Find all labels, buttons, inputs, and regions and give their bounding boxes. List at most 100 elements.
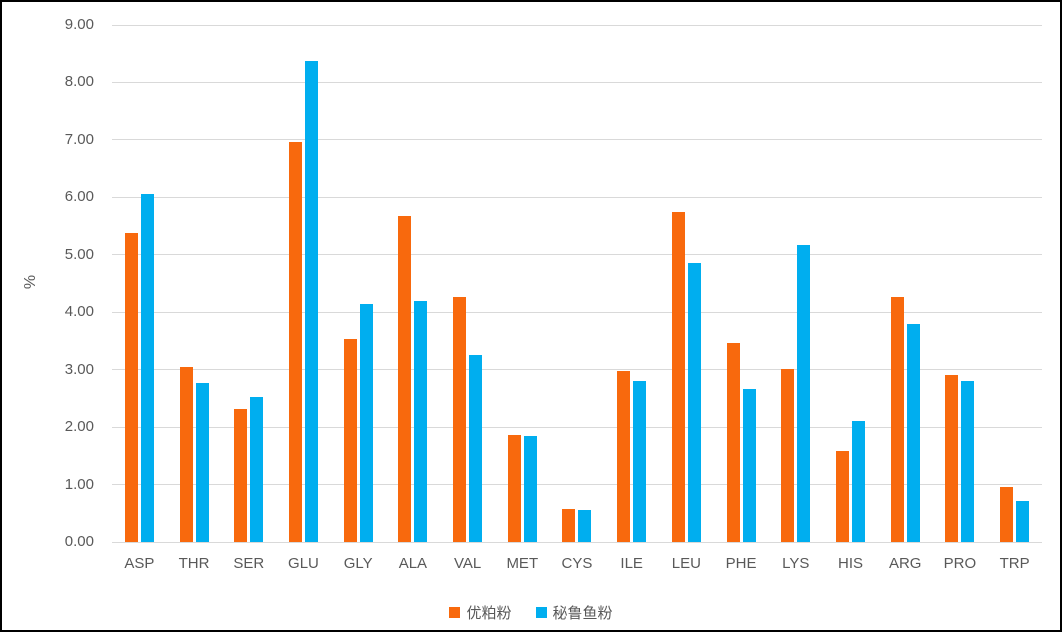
y-tick-label: 2.00 xyxy=(64,418,94,436)
bar-group-arg xyxy=(878,25,933,542)
gridline xyxy=(112,81,1042,83)
y-tick-label: 0.00 xyxy=(64,533,94,550)
bar-ile-秘鲁鱼粉 xyxy=(633,381,647,542)
bar-thr-秘鲁鱼粉 xyxy=(195,383,209,542)
bar-his-优粕粉 xyxy=(835,451,849,542)
y-tick-label: 3.00 xyxy=(64,360,94,378)
y-tick-label: 9.00 xyxy=(64,16,94,33)
bar-group-leu xyxy=(659,25,714,542)
bar-trp-优粕粉 xyxy=(1000,486,1014,542)
bar-lys-优粕粉 xyxy=(781,368,795,542)
gridline xyxy=(112,254,1042,256)
bar-lys-秘鲁鱼粉 xyxy=(797,245,811,542)
x-label-leu: LEU xyxy=(671,555,701,572)
bar-gly-秘鲁鱼粉 xyxy=(359,304,373,542)
bar-cys-优粕粉 xyxy=(562,509,576,542)
x-axis-labels: ASP THR SER GLU GLY ALA VAL MET CYS ILE LEU PHE LYS H… xyxy=(112,553,1042,575)
bar-group-ile xyxy=(604,25,659,542)
x-label-ile: ILE xyxy=(620,555,643,572)
plot-area xyxy=(112,24,1042,543)
bar-phe-优粕粉 xyxy=(726,342,740,542)
x-label-cys: CYS xyxy=(561,555,593,572)
gridline xyxy=(112,139,1042,141)
bar-his-秘鲁鱼粉 xyxy=(851,421,865,542)
gridline xyxy=(112,541,1042,543)
bar-val-秘鲁鱼粉 xyxy=(469,354,483,542)
y-tick-label: 8.00 xyxy=(64,73,94,91)
y-axis-title: % xyxy=(22,274,39,290)
bar-ser-优粕粉 xyxy=(234,409,248,542)
bar-ile-优粕粉 xyxy=(617,370,631,542)
gridline xyxy=(112,426,1042,428)
bar-trp-秘鲁鱼粉 xyxy=(1016,500,1030,542)
bar-ser-秘鲁鱼粉 xyxy=(250,397,264,542)
x-label-pro: PRO xyxy=(943,555,977,572)
bar-group-gly xyxy=(331,25,386,542)
x-label-glu: GLU xyxy=(288,555,319,572)
legend-swatch-icon xyxy=(535,606,547,618)
x-label-met: MET xyxy=(506,555,539,572)
bar-met-优粕粉 xyxy=(507,435,521,542)
bar-group-pro xyxy=(933,25,988,542)
x-label-val: VAL xyxy=(453,555,482,572)
legend-swatch-icon xyxy=(449,606,461,618)
gridline xyxy=(112,369,1042,371)
legend-item: 优粕粉 xyxy=(449,602,512,623)
bar-leu-秘鲁鱼粉 xyxy=(687,262,701,542)
bars-row xyxy=(112,25,1042,542)
x-label-asp: ASP xyxy=(124,555,155,572)
bar-group-lys xyxy=(768,25,823,542)
bar-met-秘鲁鱼粉 xyxy=(523,436,537,542)
bar-group-met xyxy=(495,25,550,542)
bar-group-asp xyxy=(112,25,167,542)
y-tick-label: 4.00 xyxy=(64,303,94,321)
bar-leu-优粕粉 xyxy=(671,211,685,542)
bar-pro-优粕粉 xyxy=(945,374,959,542)
bar-arg-秘鲁鱼粉 xyxy=(906,324,920,542)
bar-group-phe xyxy=(714,25,769,542)
bar-group-val xyxy=(440,25,495,542)
x-label-arg: ARG xyxy=(888,555,922,572)
x-label-gly: GLY xyxy=(343,555,373,572)
gridline xyxy=(112,484,1042,486)
gridline xyxy=(112,311,1042,313)
bar-val-优粕粉 xyxy=(453,297,467,542)
bar-asp-优粕粉 xyxy=(124,232,138,542)
bar-gly-优粕粉 xyxy=(343,338,357,542)
legend-item: 秘鲁鱼粉 xyxy=(535,602,613,623)
x-label-trp: TRP xyxy=(999,555,1030,572)
y-tick-label: 5.00 xyxy=(64,245,94,263)
y-tick-label: 6.00 xyxy=(64,188,94,206)
bar-arg-优粕粉 xyxy=(890,297,904,542)
y-tick-label: 1.00 xyxy=(64,475,94,493)
legend: 优粕粉 秘鲁鱼粉 xyxy=(2,599,1060,625)
gridline xyxy=(112,24,1042,26)
x-label-phe: PHE xyxy=(725,555,757,572)
bar-cys-秘鲁鱼粉 xyxy=(578,509,592,542)
bar-glu-优粕粉 xyxy=(288,141,302,542)
bar-group-trp xyxy=(987,25,1042,542)
bar-group-cys xyxy=(550,25,605,542)
bar-phe-秘鲁鱼粉 xyxy=(742,389,756,542)
legend-label: 优粕粉 xyxy=(466,604,512,622)
x-label-thr: THR xyxy=(178,555,210,572)
bar-ala-秘鲁鱼粉 xyxy=(414,301,428,542)
bar-group-glu xyxy=(276,25,331,542)
bar-group-ser xyxy=(221,25,276,542)
bar-ala-优粕粉 xyxy=(398,215,412,542)
x-label-lys: LYS xyxy=(782,555,810,572)
gridline xyxy=(112,196,1042,198)
bar-thr-优粕粉 xyxy=(179,366,193,542)
x-label-ser: SER xyxy=(233,555,265,572)
bar-group-thr xyxy=(167,25,222,542)
bar-group-ala xyxy=(386,25,441,542)
bar-pro-秘鲁鱼粉 xyxy=(961,381,975,542)
bar-asp-秘鲁鱼粉 xyxy=(140,194,154,542)
x-label-ala: ALA xyxy=(398,555,428,572)
y-tick-label: 7.00 xyxy=(64,130,94,148)
bar-group-his xyxy=(823,25,878,542)
x-label-his: HIS xyxy=(837,555,863,572)
legend-label: 秘鲁鱼粉 xyxy=(552,604,613,622)
